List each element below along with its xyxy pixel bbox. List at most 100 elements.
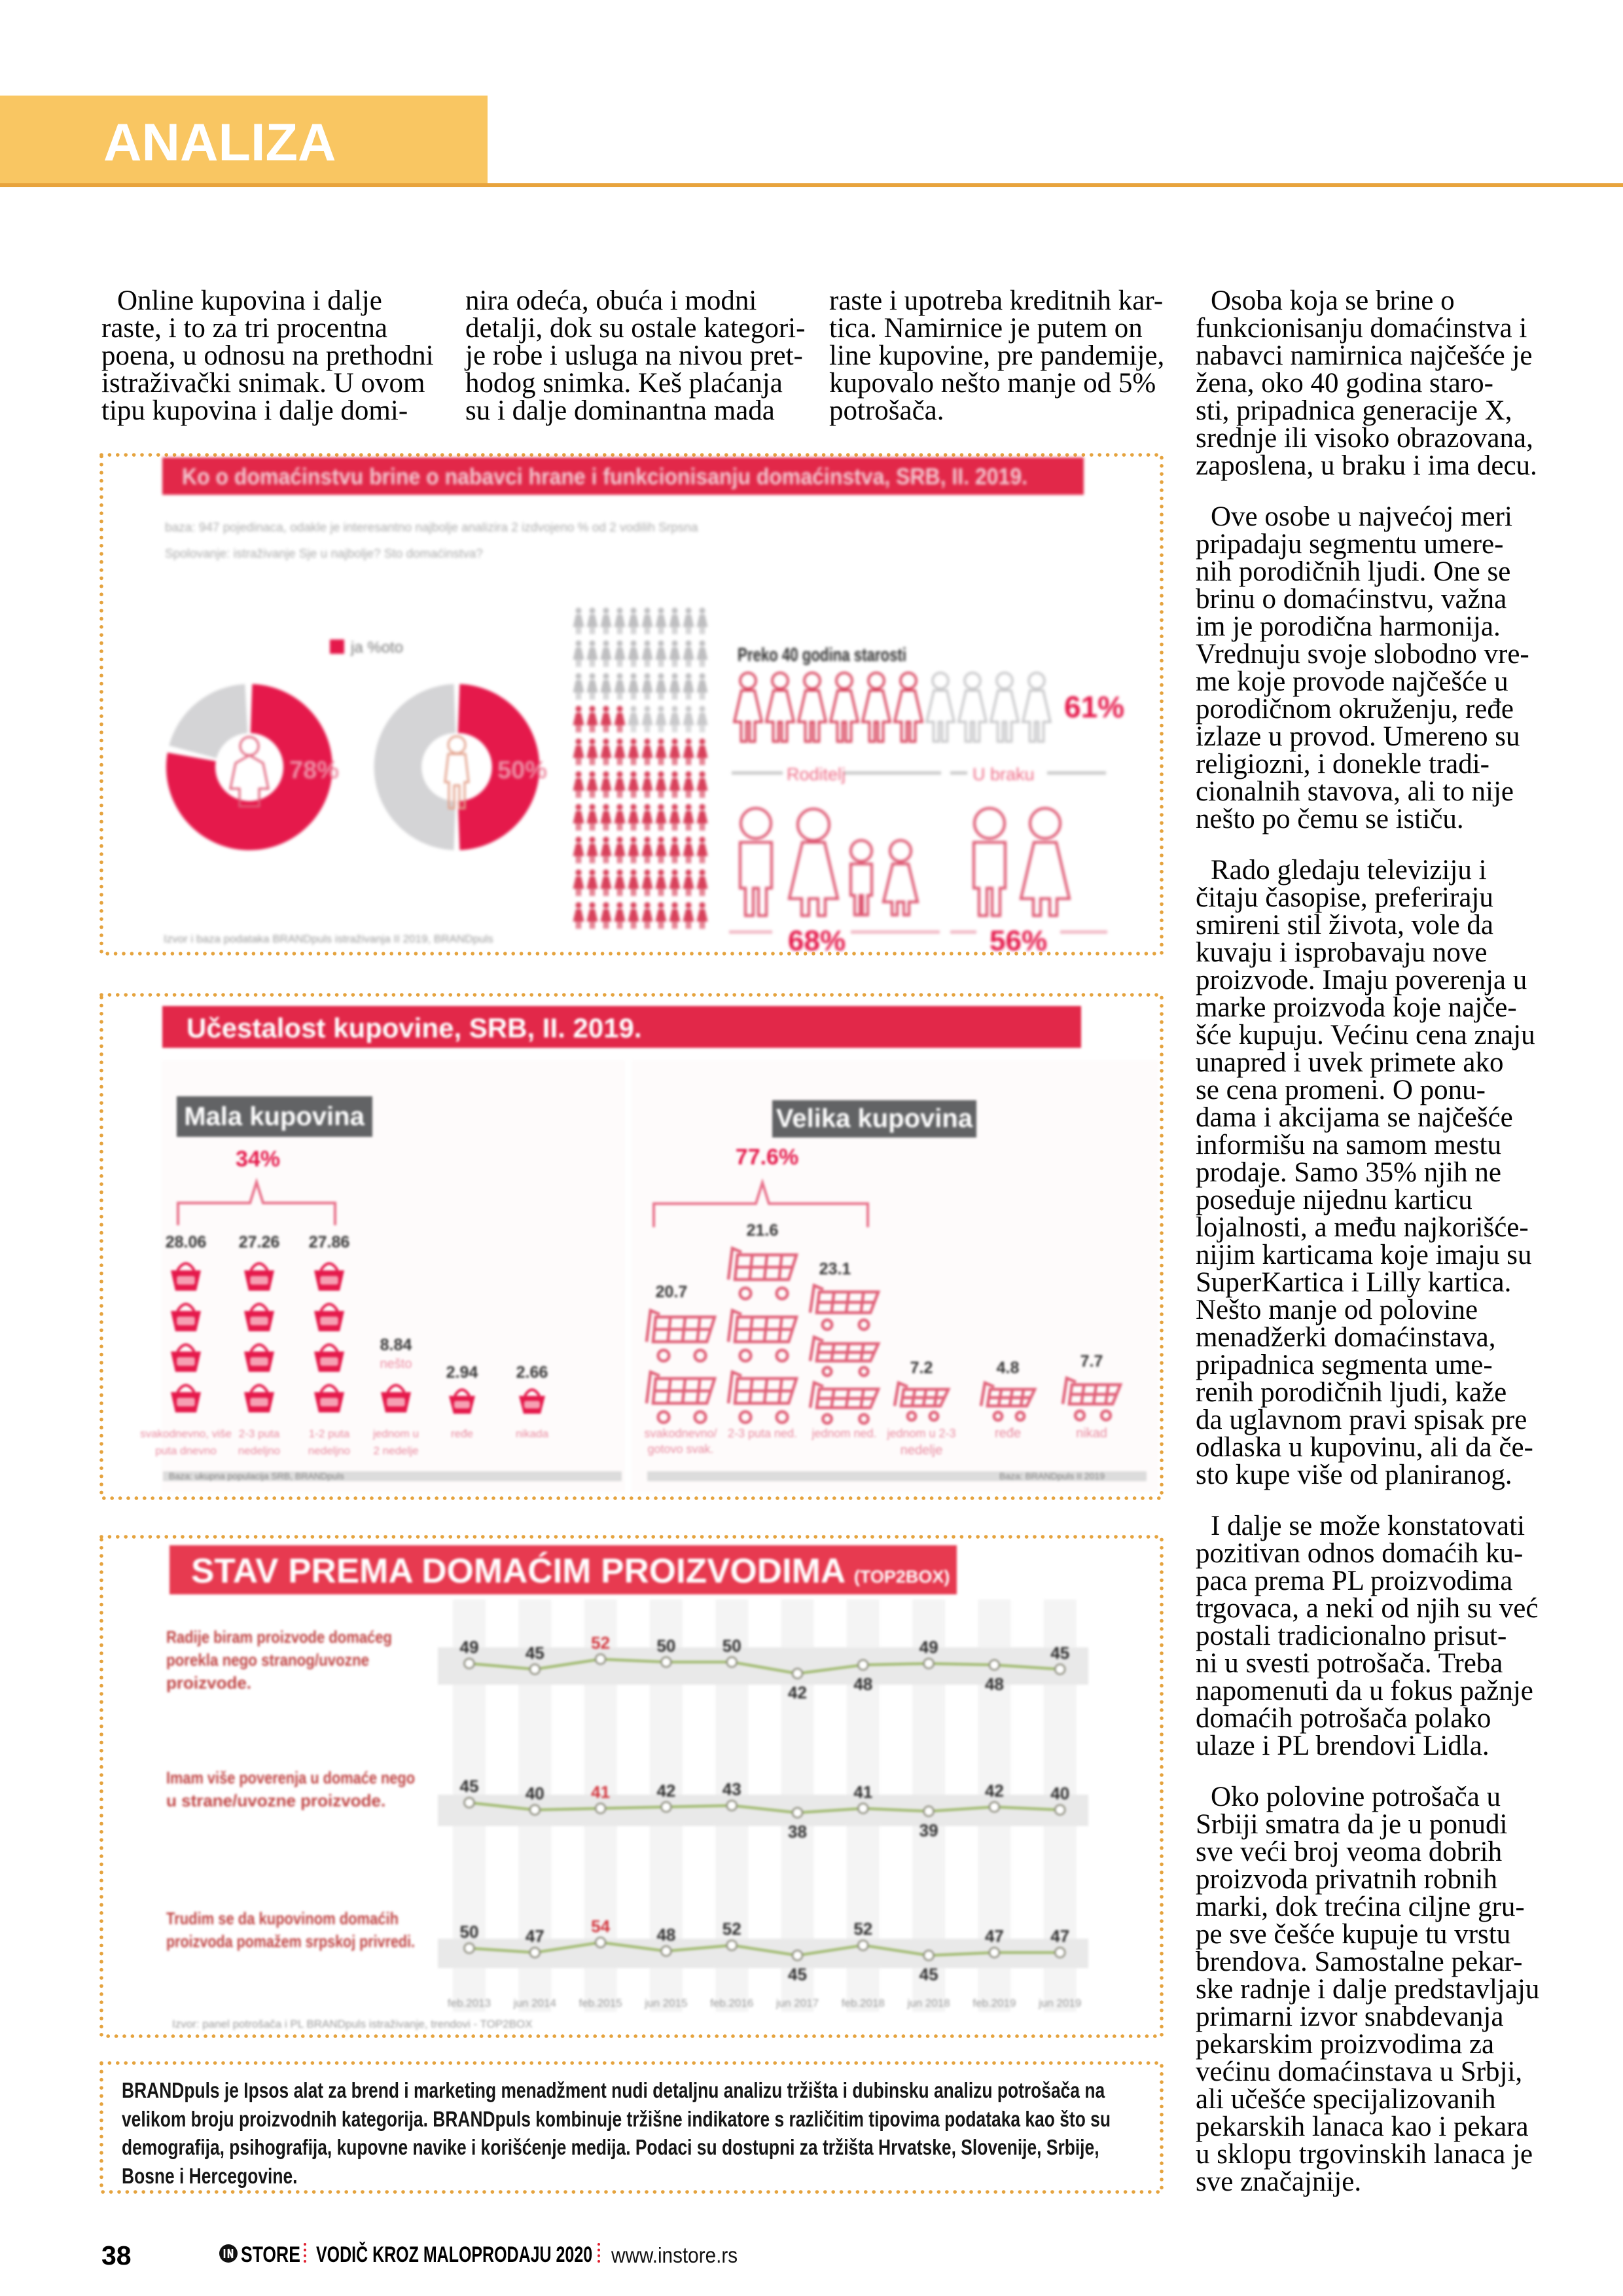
svg-text:52: 52 xyxy=(722,1919,741,1939)
svg-text:48: 48 xyxy=(985,1674,1004,1694)
svg-text:38: 38 xyxy=(788,1822,807,1842)
svg-text:47: 47 xyxy=(985,1926,1004,1946)
svg-text:jun 2014: jun 2014 xyxy=(513,1997,556,2009)
svg-text:nedelje: nedelje xyxy=(901,1443,943,1458)
svg-text:48: 48 xyxy=(656,1925,675,1945)
svg-text:proizvoda pomažem srpskoj priv: proizvoda pomažem srpskoj privredi. xyxy=(166,1931,415,1951)
svg-text:feb.2019: feb.2019 xyxy=(972,1997,1016,2009)
svg-text:49: 49 xyxy=(919,1638,938,1657)
svg-text:4.8: 4.8 xyxy=(997,1359,1020,1377)
svg-text:40: 40 xyxy=(1050,1784,1069,1803)
svg-text:jednom u: jednom u xyxy=(372,1427,419,1440)
svg-text:41: 41 xyxy=(853,1782,872,1802)
svg-text:49: 49 xyxy=(460,1638,479,1657)
svg-text:feb.2018: feb.2018 xyxy=(842,1997,885,2009)
svg-text:nešto: nešto xyxy=(380,1357,412,1371)
svg-text:Mala kupovina: Mala kupovina xyxy=(184,1102,365,1131)
svg-text:48: 48 xyxy=(853,1674,872,1694)
svg-text:39: 39 xyxy=(919,1820,938,1840)
svg-text:2.66: 2.66 xyxy=(516,1363,548,1382)
svg-text:Izvor: panel potrošača i PL BR: Izvor: panel potrošača i PL BRANDpuls is… xyxy=(172,2018,533,2030)
svg-text:77.6%: 77.6% xyxy=(736,1145,798,1170)
svg-text:gotovo svak.: gotovo svak. xyxy=(647,1443,713,1456)
svg-text:Velika kupovina: Velika kupovina xyxy=(776,1104,973,1133)
svg-text:ređe: ređe xyxy=(451,1427,473,1440)
svg-text:45: 45 xyxy=(460,1776,479,1796)
svg-text:54: 54 xyxy=(591,1916,610,1936)
svg-text:52: 52 xyxy=(591,1633,610,1653)
svg-text:svakodnevno, više: svakodnevno, više xyxy=(140,1427,232,1440)
svg-text:feb.2013: feb.2013 xyxy=(448,1997,491,2009)
svg-text:ređe: ređe xyxy=(995,1426,1021,1441)
svg-text:Radije biram proizvode domaćeg: Radije biram proizvode domaćeg xyxy=(166,1627,392,1647)
svg-text:puta dnevno: puta dnevno xyxy=(155,1444,217,1457)
svg-text:u strane/uvozne proizvode.: u strane/uvozne proizvode. xyxy=(166,1791,385,1810)
svg-text:23.1: 23.1 xyxy=(819,1260,851,1278)
svg-text:47: 47 xyxy=(526,1926,544,1946)
svg-text:47: 47 xyxy=(1050,1926,1069,1946)
svg-text:ja %oto: ja %oto xyxy=(350,639,403,656)
svg-text:Spolovanje: istraživanje Sje u: Spolovanje: istraživanje Sje u najbolje?… xyxy=(165,547,483,561)
svg-text:52: 52 xyxy=(853,1919,872,1939)
svg-text:50%: 50% xyxy=(497,757,547,784)
svg-text:45: 45 xyxy=(1050,1643,1069,1662)
svg-text:Imam više poverenja u domaće n: Imam više poverenja u domaće nego xyxy=(166,1768,415,1787)
svg-text:34%: 34% xyxy=(236,1147,280,1172)
svg-text:U braku: U braku xyxy=(972,764,1035,784)
svg-text:2-3 puta ned.: 2-3 puta ned. xyxy=(728,1427,797,1440)
svg-text:56%: 56% xyxy=(990,925,1047,957)
svg-text:45: 45 xyxy=(919,1965,938,1984)
svg-text:Baza: ukupna populacija SRB, B: Baza: ukupna populacija SRB, BRANDpuls xyxy=(169,1471,344,1481)
svg-text:27.26: 27.26 xyxy=(239,1233,280,1251)
svg-text:jun 2017: jun 2017 xyxy=(776,1997,819,2009)
svg-text:45: 45 xyxy=(788,1965,807,1984)
svg-text:8.84: 8.84 xyxy=(380,1336,412,1354)
svg-text:68%: 68% xyxy=(788,925,846,957)
svg-text:jun 2019: jun 2019 xyxy=(1038,1997,1081,2009)
svg-text:7.2: 7.2 xyxy=(910,1359,933,1377)
svg-text:20.7: 20.7 xyxy=(656,1283,688,1301)
svg-text:Roditelj: Roditelj xyxy=(787,764,846,784)
svg-text:45: 45 xyxy=(526,1643,544,1662)
svg-text:nikad: nikad xyxy=(1076,1426,1107,1441)
svg-text:Preko 40 godina starosti: Preko 40 godina starosti xyxy=(738,645,906,666)
svg-text:svakodnevno/: svakodnevno/ xyxy=(644,1427,717,1440)
svg-text:feb.2015: feb.2015 xyxy=(579,1997,622,2009)
svg-text:1-2 puta: 1-2 puta xyxy=(309,1427,350,1440)
svg-text:7.7: 7.7 xyxy=(1080,1352,1103,1371)
svg-text:jednom ned.: jednom ned. xyxy=(811,1427,876,1440)
svg-text:42: 42 xyxy=(656,1781,675,1801)
svg-text:baza: 947 pojedinaca, odakle j: baza: 947 pojedinaca, odakle je interesa… xyxy=(165,521,698,535)
svg-text:43: 43 xyxy=(722,1780,741,1799)
svg-text:21.6: 21.6 xyxy=(747,1221,779,1240)
svg-text:50: 50 xyxy=(656,1636,675,1655)
svg-text:Trudim se da kupovinom domaćih: Trudim se da kupovinom domaćih xyxy=(166,1909,399,1928)
svg-text:50: 50 xyxy=(722,1636,741,1655)
svg-text:STAV PREMA DOMAĆIM PROIZVODIMA: STAV PREMA DOMAĆIM PROIZVODIMA (TOP2BOX) xyxy=(191,1551,950,1590)
svg-text:Izvor i baza podataka BRANDpul: Izvor i baza podataka BRANDpuls istraživ… xyxy=(164,933,493,945)
svg-text:porekla nego stranog/uvozne: porekla nego stranog/uvozne xyxy=(166,1650,369,1670)
svg-text:40: 40 xyxy=(526,1784,544,1803)
svg-text:jun 2015: jun 2015 xyxy=(644,1997,687,2009)
svg-text:nedeljno: nedeljno xyxy=(308,1444,350,1457)
svg-text:Učestalost kupovine, SRB, II.: Učestalost kupovine, SRB, II. 2019. xyxy=(187,1013,642,1043)
svg-text:Ko o domaćinstvu brine o nabav: Ko o domaćinstvu brine o nabavci hrane i… xyxy=(182,464,1027,490)
svg-text:42: 42 xyxy=(788,1683,807,1702)
svg-text:28.06: 28.06 xyxy=(166,1233,207,1251)
svg-text:2-3 puta: 2-3 puta xyxy=(239,1427,280,1440)
svg-text:nikada: nikada xyxy=(516,1427,549,1440)
svg-text:61%: 61% xyxy=(1064,690,1124,724)
svg-text:jun 2018: jun 2018 xyxy=(906,1997,950,2009)
svg-text:nedeljno: nedeljno xyxy=(238,1444,280,1457)
svg-text:2.94: 2.94 xyxy=(446,1363,478,1382)
svg-text:feb.2016: feb.2016 xyxy=(710,1997,753,2009)
svg-text:proizvode.: proizvode. xyxy=(166,1673,251,1693)
svg-text:2 nedelje: 2 nedelje xyxy=(373,1444,418,1457)
svg-text:Baza: BRANDpuls II 2019: Baza: BRANDpuls II 2019 xyxy=(999,1471,1105,1481)
svg-text:41: 41 xyxy=(591,1782,610,1802)
svg-text:78%: 78% xyxy=(289,757,339,784)
svg-text:42: 42 xyxy=(985,1781,1004,1801)
svg-text:50: 50 xyxy=(460,1922,479,1942)
svg-text:jednom u 2-3: jednom u 2-3 xyxy=(886,1427,955,1440)
svg-text:27.86: 27.86 xyxy=(309,1233,350,1251)
